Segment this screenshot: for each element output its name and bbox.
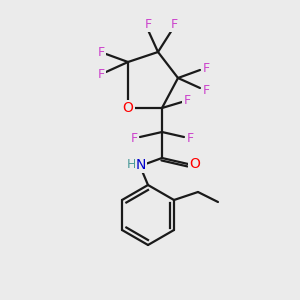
Text: F: F [144,17,152,31]
Text: N: N [136,158,146,172]
Text: H: H [126,158,136,172]
Text: F: F [183,94,190,106]
Text: F: F [170,17,178,31]
Text: F: F [130,131,138,145]
Text: F: F [98,68,105,82]
Text: O: O [123,101,134,115]
Text: F: F [98,46,105,59]
Text: F: F [186,131,194,145]
Text: O: O [190,157,200,171]
Text: F: F [202,61,210,74]
Text: F: F [202,83,210,97]
